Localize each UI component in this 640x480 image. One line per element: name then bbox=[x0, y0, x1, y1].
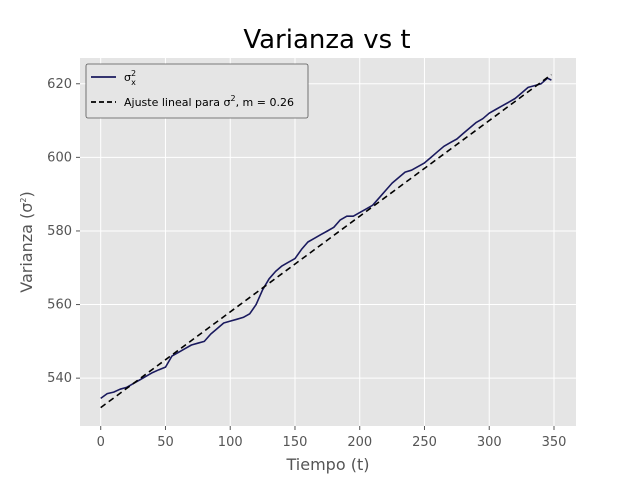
y-tick-label: 540 bbox=[47, 371, 72, 386]
series-layer bbox=[100, 73, 552, 409]
x-tick-label: 350 bbox=[542, 435, 567, 450]
y-tick-label: 560 bbox=[47, 298, 72, 313]
variance-series-line bbox=[100, 77, 552, 400]
y-axis-label: Varianza (σ2) bbox=[17, 191, 36, 293]
legend-label-series-2: Ajuste lineal para σ2, m = 0.26 bbox=[124, 94, 294, 109]
x-tick-label: 200 bbox=[347, 435, 372, 450]
legend-label-series-1: σ2 x bbox=[124, 69, 136, 87]
x-tick-label: 250 bbox=[412, 435, 437, 450]
chart-title: Varianza vs t bbox=[243, 25, 410, 55]
y-tick-label: 580 bbox=[47, 224, 72, 239]
legend-box bbox=[85, 63, 309, 119]
legend: σ2 x Ajuste lineal para σ2, m = 0.26 bbox=[85, 63, 309, 119]
x-axis: 0 50 100 150 200 250 300 350 bbox=[97, 426, 567, 450]
y-axis: 540 560 580 600 620 bbox=[47, 77, 80, 386]
x-tick-label: 100 bbox=[218, 435, 243, 450]
x-tick-label: 0 bbox=[97, 435, 105, 450]
plot-area bbox=[80, 58, 576, 426]
x-tick-label: 50 bbox=[157, 435, 174, 450]
linear-fit-line bbox=[100, 73, 552, 409]
y-tick-label: 620 bbox=[47, 77, 72, 92]
y-tick-label: 600 bbox=[47, 150, 72, 165]
x-axis-label: Tiempo (t) bbox=[286, 455, 370, 474]
x-tick-label: 300 bbox=[477, 435, 502, 450]
x-tick-label: 150 bbox=[283, 435, 308, 450]
